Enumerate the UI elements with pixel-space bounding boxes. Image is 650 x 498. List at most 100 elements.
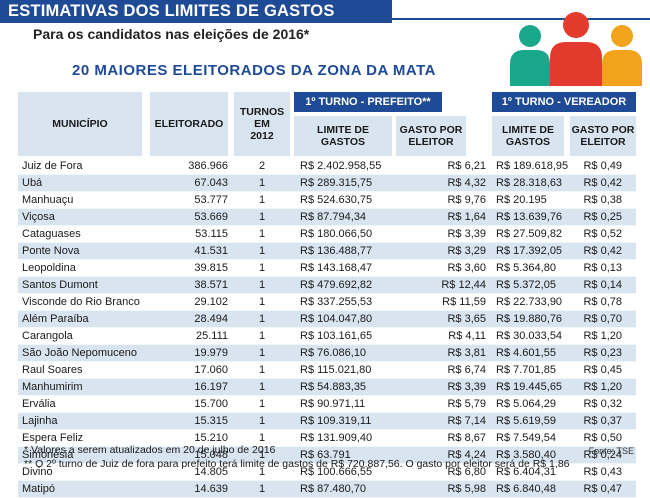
cell-limite-vereador: R$ 20.195 bbox=[496, 194, 547, 206]
table-row: São João Nepomuceno 19.979 1 R$ 76.086,10 R$… bbox=[18, 345, 636, 362]
cell-municipio: Lajinha bbox=[22, 415, 58, 427]
cell-limite-vereador: R$ 19.880,76 bbox=[496, 313, 563, 325]
cell-turnos: 1 bbox=[258, 228, 266, 240]
header-turnos: TURNOS EM 2012 bbox=[234, 92, 290, 156]
cell-municipio: Carangola bbox=[22, 330, 73, 342]
cell-turnos: 1 bbox=[258, 177, 266, 189]
table-row: Santos Dumont 38.571 1 R$ 479.692,82 R$ 12,4… bbox=[18, 277, 636, 294]
header-gasto-eleitor-vereador: GASTO POR ELEITOR bbox=[570, 116, 636, 156]
cell-limite-vereador: R$ 30.033,54 bbox=[496, 330, 563, 342]
cell-limite-vereador: R$ 4.601,55 bbox=[496, 347, 556, 359]
cell-turnos: 2 bbox=[258, 160, 266, 172]
cell-turnos: 1 bbox=[258, 432, 266, 444]
cell-gasto-eleitor-vereador: R$ 0,43 bbox=[583, 466, 622, 478]
cell-gasto-eleitor-vereador: R$ 0,14 bbox=[583, 279, 622, 291]
cell-municipio: Divino bbox=[22, 466, 53, 478]
section-title: 20 MAIORES ELEITORADOS DA ZONA DA MATA bbox=[72, 62, 437, 79]
cell-limite-vereador: R$ 6.404,31 bbox=[496, 466, 556, 478]
cell-gasto-eleitor-vereador: R$ 0,42 bbox=[583, 245, 622, 257]
cell-limite-prefeito: R$ 115.021,80 bbox=[300, 364, 372, 376]
cell-gasto-eleitor-prefeito: R$ 4,24 bbox=[447, 449, 486, 461]
cell-gasto-eleitor-vereador: R$ 0,25 bbox=[583, 211, 622, 223]
cell-gasto-eleitor-prefeito: R$ 3,39 bbox=[447, 381, 486, 393]
cell-gasto-eleitor-prefeito: R$ 4,11 bbox=[448, 330, 486, 342]
cell-turnos: 1 bbox=[258, 415, 266, 427]
cell-eleitorado: 15.048 bbox=[194, 449, 228, 461]
table-row: Raul Soares 17.060 1 R$ 115.021,80 R$ 6,74 R$… bbox=[18, 362, 636, 379]
table-row: Cataguases 53.115 1 R$ 180.066,50 R$ 3,39 R$ … bbox=[18, 226, 636, 243]
cell-gasto-eleitor-prefeito: R$ 5,98 bbox=[447, 483, 486, 495]
cell-gasto-eleitor-vereador: R$ 0,32 bbox=[583, 398, 622, 410]
cell-gasto-eleitor-vereador: R$ 0,47 bbox=[583, 483, 622, 495]
cell-limite-prefeito: R$ 103.161,65 bbox=[300, 330, 373, 342]
cell-eleitorado: 14.805 bbox=[194, 466, 228, 478]
people-group-icon bbox=[510, 12, 642, 86]
cell-municipio: Leopoldina bbox=[22, 262, 76, 274]
cell-limite-prefeito: R$ 337.255,53 bbox=[300, 296, 373, 308]
cell-municipio: São João Nepomuceno bbox=[22, 347, 137, 359]
title-banner: ESTIMATIVAS DOS LIMITES DE GASTOS bbox=[0, 0, 392, 23]
cell-gasto-eleitor-prefeito: R$ 1,64 bbox=[447, 211, 486, 223]
header-prefeito-group: 1º TURNO - PREFEITO** bbox=[294, 92, 442, 112]
table-row: Simonésia 15.048 1 R$ 63.791 R$ 4,24 R$ 3.580… bbox=[18, 447, 636, 464]
cell-eleitorado: 67.043 bbox=[194, 177, 228, 189]
header-limite-prefeito: LIMITE DE GASTOS bbox=[294, 116, 392, 156]
cell-limite-vereador: R$ 28.318,63 bbox=[496, 177, 563, 189]
header-limite-vereador: LIMITE DE GASTOS bbox=[492, 116, 564, 156]
cell-municipio: Ubá bbox=[22, 177, 43, 189]
footnote-1: * Valores a serem atualizados em 20 de j… bbox=[24, 444, 276, 456]
cell-gasto-eleitor-prefeito: R$ 9,76 bbox=[447, 194, 486, 206]
table-row: Além Paraíba 28.494 1 R$ 104.047,80 R$ 3,65 R… bbox=[18, 311, 636, 328]
cell-municipio: Raul Soares bbox=[22, 364, 83, 376]
cell-gasto-eleitor-prefeito: R$ 6,80 bbox=[447, 466, 486, 478]
cell-turnos: 1 bbox=[258, 313, 266, 325]
table-row: Juiz de Fora 386.966 2 R$ 2.402.958,55 R$ 6,… bbox=[18, 158, 636, 175]
cell-limite-vereador: R$ 5.064,29 bbox=[496, 398, 556, 410]
cell-turnos: 1 bbox=[258, 398, 266, 410]
cell-eleitorado: 15.210 bbox=[194, 432, 228, 444]
cell-limite-vereador: R$ 27.509,82 bbox=[496, 228, 563, 240]
cell-limite-prefeito: R$ 2.402.958,55 bbox=[300, 160, 382, 172]
table-row: Visconde do Rio Branco 29.102 1 R$ 337.255,… bbox=[18, 294, 636, 311]
table-row: Espera Feliz 15.210 1 R$ 131.909,40 R$ 8,67 R… bbox=[18, 430, 636, 447]
cell-municipio: Santos Dumont bbox=[22, 279, 98, 291]
cell-turnos: 1 bbox=[258, 483, 266, 495]
cell-eleitorado: 17.060 bbox=[194, 364, 228, 376]
cell-eleitorado: 38.571 bbox=[194, 279, 228, 291]
cell-limite-vereador: R$ 189.618,95 bbox=[496, 160, 569, 172]
cell-gasto-eleitor-vereador: R$ 0,49 bbox=[583, 160, 622, 172]
cell-limite-vereador: R$ 17.392,05 bbox=[496, 245, 563, 257]
source-note: Fonte: TSE bbox=[588, 446, 634, 456]
cell-municipio: Matipó bbox=[22, 483, 56, 495]
cell-limite-prefeito: R$ 54.883,35 bbox=[300, 381, 367, 393]
cell-gasto-eleitor-vereador: R$ 1,20 bbox=[583, 381, 622, 393]
cell-turnos: 1 bbox=[258, 466, 266, 478]
cell-eleitorado: 28.494 bbox=[194, 313, 228, 325]
cell-limite-prefeito: R$ 479.692,82 bbox=[300, 279, 373, 291]
cell-eleitorado: 25.111 bbox=[195, 330, 228, 342]
cell-gasto-eleitor-prefeito: R$ 5,79 bbox=[447, 398, 486, 410]
cell-gasto-eleitor-vereador: R$ 0,42 bbox=[583, 177, 622, 189]
cell-gasto-eleitor-vereador: R$ 0,50 bbox=[583, 432, 622, 444]
table-row: Manhuaçu 53.777 1 R$ 524.630,75 R$ 9,76 R$ 20… bbox=[18, 192, 636, 209]
cell-municipio: Ponte Nova bbox=[22, 245, 80, 257]
cell-gasto-eleitor-prefeito: R$ 12,44 bbox=[441, 279, 486, 291]
cell-limite-prefeito: R$ 136.488,77 bbox=[300, 245, 373, 257]
cell-limite-prefeito: R$ 63.791 bbox=[300, 449, 351, 461]
cell-turnos: 1 bbox=[258, 279, 266, 291]
cell-gasto-eleitor-prefeito: R$ 11,59 bbox=[442, 296, 486, 308]
cell-turnos: 1 bbox=[258, 381, 266, 393]
cell-eleitorado: 15.315 bbox=[194, 415, 228, 427]
cell-gasto-eleitor-vereador: R$ 0,23 bbox=[583, 347, 622, 359]
cell-limite-prefeito: R$ 143.168,47 bbox=[300, 262, 373, 274]
header-eleitorado: ELEITORADO bbox=[150, 92, 228, 156]
cell-turnos: 1 bbox=[258, 245, 266, 257]
data-table-body: Juiz de Fora 386.966 2 R$ 2.402.958,55 R$ 6,… bbox=[18, 158, 636, 498]
cell-gasto-eleitor-prefeito: R$ 3,29 bbox=[447, 245, 486, 257]
cell-gasto-eleitor-prefeito: R$ 4,32 bbox=[447, 177, 486, 189]
table-row: Ponte Nova 41.531 1 R$ 136.488,77 R$ 3,29 R$ … bbox=[18, 243, 636, 260]
cell-gasto-eleitor-vereador: R$ 0,52 bbox=[583, 228, 622, 240]
cell-limite-prefeito: R$ 131.909,40 bbox=[300, 432, 373, 444]
cell-turnos: 1 bbox=[258, 364, 266, 376]
cell-turnos: 1 bbox=[258, 330, 266, 342]
